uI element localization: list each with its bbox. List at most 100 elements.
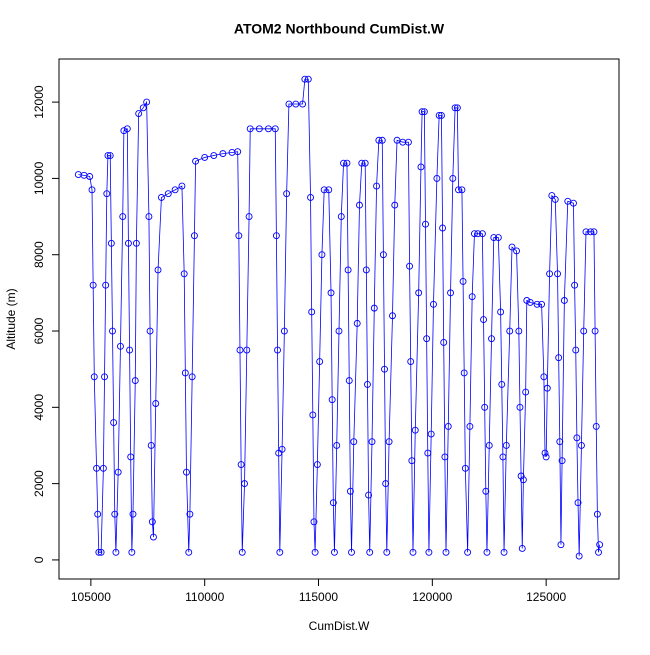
data-point (460, 369, 468, 377)
data-point (526, 298, 534, 306)
data-point (243, 346, 251, 354)
data-point (236, 346, 244, 354)
data-point (555, 354, 563, 362)
data-point (238, 548, 246, 556)
data-point (255, 125, 263, 133)
data-point (285, 100, 293, 108)
data-point (190, 232, 198, 240)
data-point (365, 491, 373, 499)
data-point (313, 461, 321, 468)
data-point (307, 194, 314, 201)
data-point (542, 453, 550, 461)
data-point (358, 159, 366, 167)
data-point (356, 201, 363, 209)
data-point (557, 541, 565, 549)
data-point (449, 174, 457, 182)
data-point (88, 186, 96, 194)
data-point (364, 380, 371, 388)
data-point (518, 545, 526, 552)
data-point (124, 239, 132, 247)
data-point (423, 335, 431, 343)
data-point (593, 510, 601, 518)
data-point (109, 327, 116, 335)
data-point (111, 510, 119, 518)
data-point (309, 411, 317, 419)
data-point (343, 159, 351, 167)
data-point (210, 152, 218, 159)
data-point (596, 541, 604, 549)
data-point (171, 186, 179, 194)
data-point (381, 365, 388, 373)
data-point (120, 127, 128, 135)
data-point (508, 243, 516, 251)
data-point (278, 445, 286, 453)
data-point (506, 327, 514, 335)
data-point (86, 173, 94, 180)
data-point (299, 100, 307, 108)
data-point (482, 487, 490, 495)
data-point (451, 104, 459, 112)
data-point (271, 125, 279, 133)
data-point (103, 190, 111, 198)
data-point (337, 213, 345, 221)
data-point (362, 266, 370, 274)
data-point (95, 548, 103, 556)
data-point (522, 388, 530, 396)
data-point (478, 230, 486, 238)
data-point (201, 153, 209, 161)
data-point (112, 548, 120, 556)
data-point (330, 548, 338, 556)
data-point (154, 266, 162, 274)
data-point (440, 339, 448, 346)
data-point (117, 342, 124, 350)
data-point (459, 277, 467, 285)
data-point (119, 213, 127, 221)
data-point (139, 104, 147, 112)
data-point (389, 312, 396, 320)
data-point (485, 442, 493, 449)
data-point (499, 453, 507, 461)
data-point (320, 186, 328, 194)
data-point (123, 125, 131, 133)
data-point (132, 239, 140, 247)
data-point (327, 289, 335, 297)
data-point (246, 125, 254, 133)
x-tick-label: 120000 (412, 590, 452, 604)
data-point (481, 403, 489, 411)
data-point (183, 468, 190, 476)
data-point (439, 224, 447, 232)
x-tick-label: 110000 (185, 590, 224, 604)
data-point (447, 289, 454, 297)
data-point (474, 230, 482, 238)
data-point (461, 464, 469, 472)
data-point (587, 228, 594, 236)
data-point (468, 293, 476, 301)
data-point (344, 266, 352, 274)
data-point (502, 442, 510, 449)
data-point (345, 377, 353, 385)
data-point (575, 552, 583, 560)
data-point (418, 108, 426, 116)
data-point (129, 510, 137, 518)
data-point (219, 150, 227, 158)
data-point (311, 548, 319, 556)
data-point (488, 335, 495, 343)
data-point (591, 327, 599, 335)
data-point (131, 377, 139, 385)
data-point (274, 346, 281, 354)
data-point (375, 136, 383, 144)
data-point (437, 112, 445, 119)
data-point (186, 510, 194, 518)
data-point (373, 182, 381, 190)
data-point (548, 192, 556, 200)
data-point (128, 548, 136, 556)
data-point (556, 438, 564, 446)
data-point (101, 373, 108, 381)
data-point (415, 289, 423, 297)
data-point (498, 380, 506, 388)
data-point (340, 159, 348, 167)
data-point (551, 195, 559, 203)
data-point (515, 327, 523, 335)
data-point (523, 297, 531, 304)
data-point (580, 327, 588, 335)
